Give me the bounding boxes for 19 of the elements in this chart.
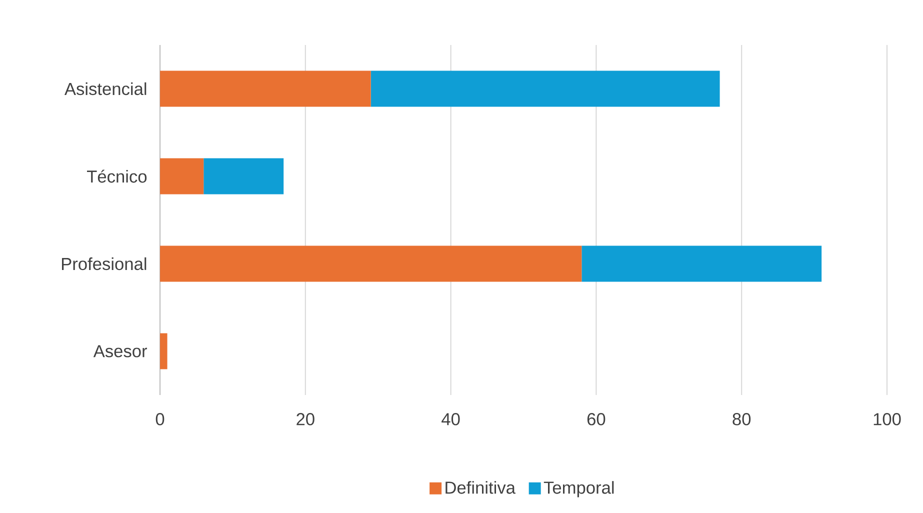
- legend-label: Temporal: [544, 481, 614, 498]
- x-tick-label: 40: [442, 413, 460, 426]
- y-tick-label: Asesor: [93, 345, 147, 358]
- bar: [160, 333, 168, 370]
- bar: [582, 246, 822, 282]
- bar: [160, 70, 371, 107]
- y-tick-label: Técnico: [87, 170, 147, 183]
- y-tick-label: Profesional: [62, 257, 146, 270]
- x-tick-label: 100: [874, 413, 901, 426]
- x-tick-label: 20: [296, 413, 314, 426]
- x-tick-label: 60: [587, 413, 606, 426]
- x-tick-label: 0: [156, 413, 164, 426]
- bar: [370, 70, 720, 107]
- bar: [160, 246, 582, 282]
- bar: [160, 158, 204, 194]
- y-tick-label: Asistencial: [64, 82, 146, 96]
- bar: [204, 158, 284, 194]
- legend-label: Definitiva: [446, 481, 516, 494]
- x-tick-label: 80: [732, 413, 751, 426]
